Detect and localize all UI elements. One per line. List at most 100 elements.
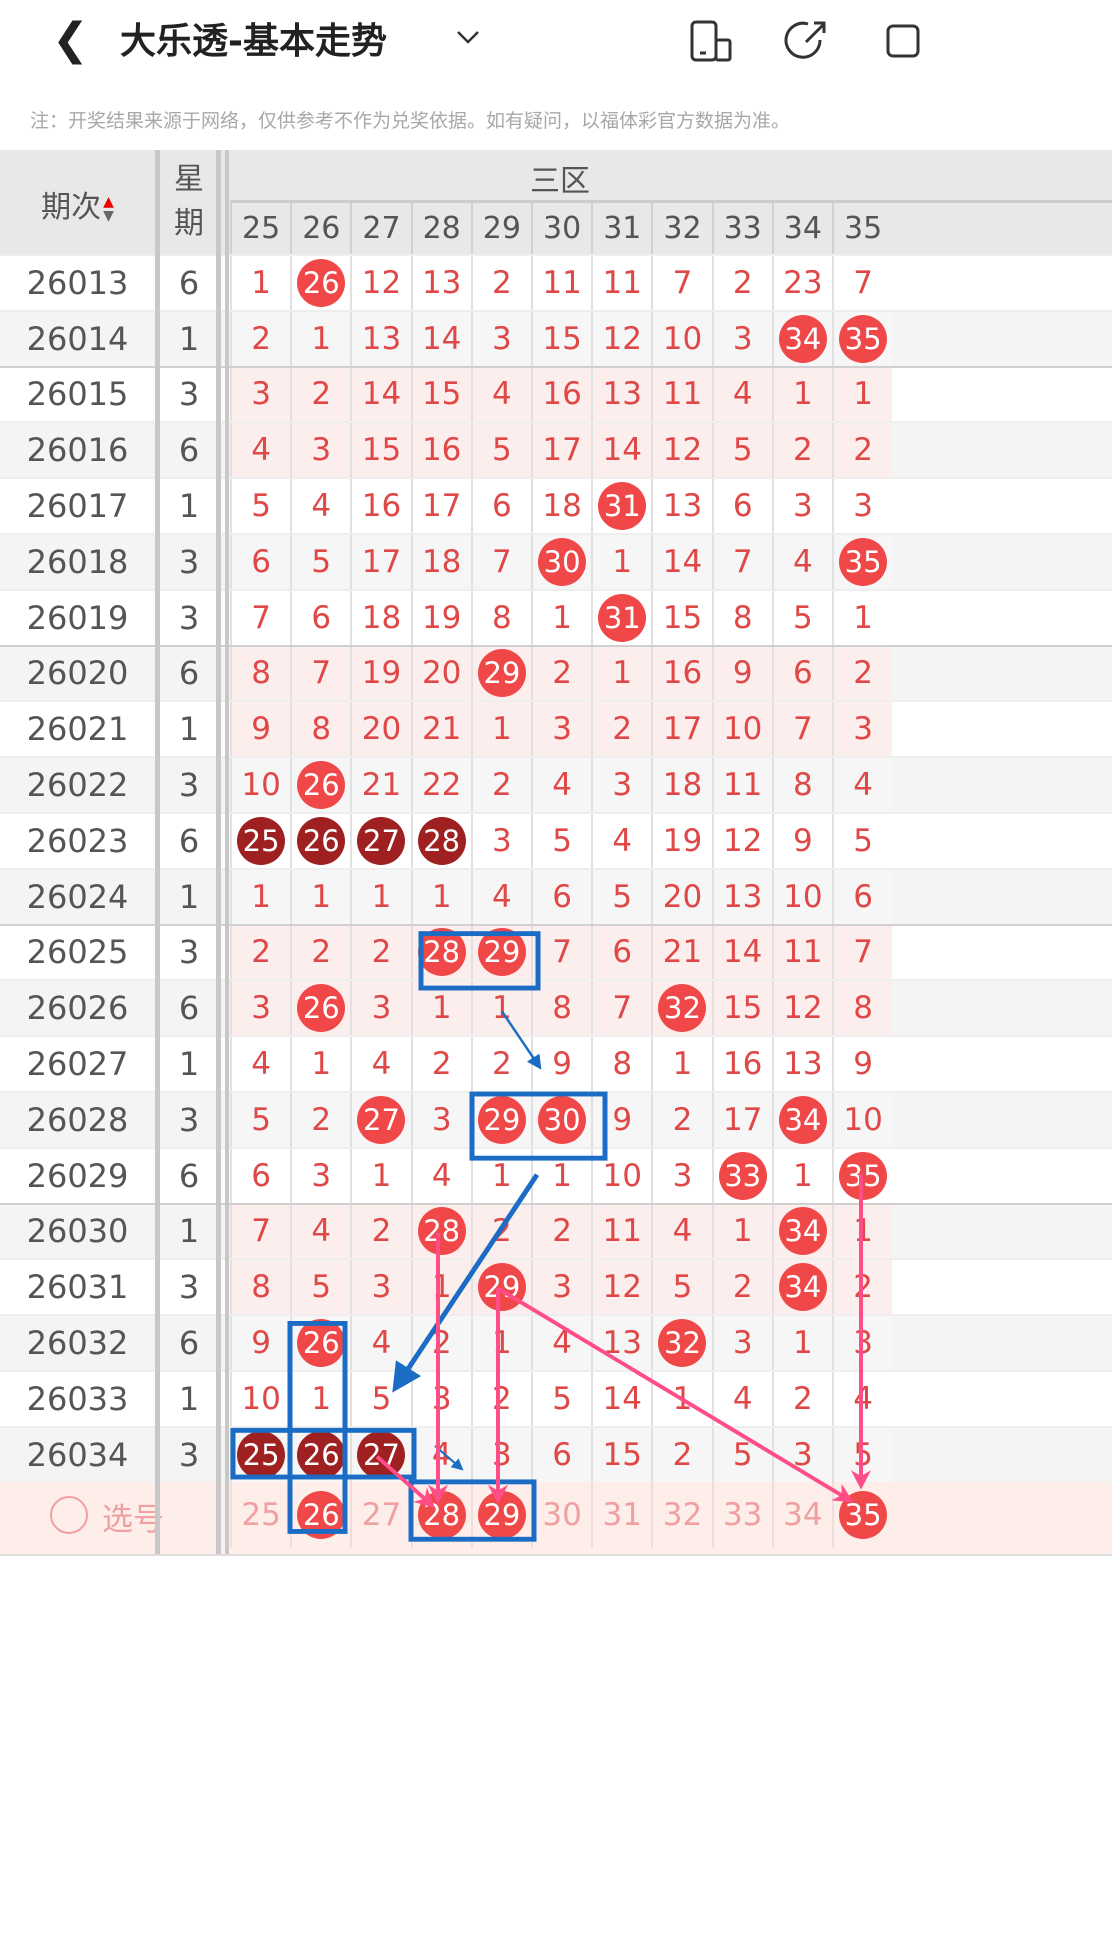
number-cell: 2 — [230, 925, 291, 980]
table-header: 期次 ▲ ▼ 星期 三区 25 26 27 28 29 30 31 32 33 34 35 — [0, 150, 1112, 254]
page-title[interactable]: 大乐透-基本走势 — [120, 21, 387, 62]
number-cell: 1 — [591, 535, 652, 589]
weekday-cell: 3 — [162, 1260, 216, 1315]
select-number-cell[interactable]: 27 — [350, 1481, 410, 1548]
weekday-cell: 1 — [162, 869, 216, 924]
select-number-cell[interactable]: 31 — [591, 1481, 651, 1548]
number-cell: 4 — [832, 758, 893, 812]
selected-number-ball[interactable]: 29 — [477, 1490, 526, 1539]
drawn-number-ball: 30 — [538, 537, 587, 586]
number-cell: 14 — [591, 423, 652, 478]
period-label: 期次 — [41, 190, 102, 225]
number-cell: 3 — [591, 758, 652, 812]
number-cell: 2 — [470, 1204, 531, 1259]
device-icon[interactable] — [688, 18, 734, 64]
number-cell: 16 — [350, 479, 411, 533]
number-cell: 20 — [350, 702, 411, 757]
number-cell: 6 — [771, 646, 832, 701]
selected-number-ball[interactable]: 35 — [839, 1490, 888, 1539]
select-number-cell[interactable]: 28 — [410, 1481, 471, 1548]
number-cell: 3 — [771, 479, 832, 533]
number-cell: 1 — [350, 869, 411, 924]
number-cell: 1 — [290, 869, 351, 924]
selected-number-ball[interactable]: 26 — [297, 1490, 346, 1539]
number-cell: 3 — [230, 367, 291, 422]
number-cell: 3 — [350, 981, 411, 1036]
number-cell: 5 — [832, 814, 893, 868]
number-cell: 5 — [711, 1427, 772, 1482]
selected-number-ball[interactable]: 28 — [417, 1490, 466, 1539]
select-number-cell[interactable]: 33 — [711, 1481, 772, 1548]
table-row: 26021 1 9 8 20 21 1 3 2 17 10 7 3 — [0, 700, 1112, 757]
select-number-cell[interactable]: 25 — [230, 1481, 290, 1548]
select-number-cell[interactable]: 26 — [290, 1481, 350, 1548]
number-cell: 33 — [711, 1148, 772, 1203]
share-icon[interactable] — [784, 18, 830, 64]
weekday-cell: 6 — [162, 423, 216, 478]
drawn-number-ball: 31 — [598, 593, 647, 642]
sort-arrows-icon[interactable]: ▲ ▼ — [103, 193, 114, 224]
number-cell: 4 — [350, 1316, 411, 1370]
number-cell: 35 — [832, 1148, 893, 1203]
number-column-header: 28 — [410, 203, 471, 254]
period-cell: 26031 — [26, 1268, 129, 1307]
number-cell: 2 — [290, 925, 351, 980]
select-number-cell[interactable]: 35 — [832, 1481, 892, 1548]
select-number-cell[interactable]: 29 — [470, 1481, 531, 1548]
period-cell: 26015 — [26, 375, 129, 414]
drawn-number-ball: 28 — [417, 816, 466, 865]
number-cell: 1 — [290, 311, 351, 366]
number-cell: 4 — [771, 535, 832, 589]
number-column-header: 32 — [651, 203, 711, 254]
back-chevron-left-icon[interactable]: ❮ — [52, 14, 89, 65]
period-cell: 26029 — [26, 1156, 129, 1195]
number-cell: 4 — [350, 1037, 411, 1091]
number-cell: 2 — [290, 1093, 351, 1147]
number-cell: 8 — [230, 646, 291, 701]
number-cell: 29 — [470, 1260, 531, 1315]
table-row: 26019 3 7 6 18 19 8 1 31 15 8 5 1 — [0, 588, 1112, 645]
number-cell: 10 — [711, 702, 772, 757]
number-cell: 1 — [832, 1204, 893, 1259]
number-cell: 4 — [591, 814, 652, 868]
number-cell: 5 — [832, 1427, 893, 1482]
weekday-cell: 3 — [162, 535, 216, 589]
number-cell: 7 — [832, 925, 893, 980]
select-label[interactable]: 选号 — [102, 1501, 164, 1538]
number-cell: 4 — [290, 479, 351, 533]
select-radio[interactable] — [50, 1495, 88, 1534]
number-cell: 22 — [410, 758, 471, 812]
number-cell: 2 — [410, 1316, 471, 1370]
period-column-header[interactable]: 期次 ▲ ▼ — [0, 182, 155, 226]
number-cell: 17 — [410, 479, 471, 533]
select-number-cell[interactable]: 34 — [771, 1481, 832, 1548]
number-cell: 25 — [230, 1427, 291, 1482]
more-icon[interactable] — [884, 18, 930, 64]
period-cell: 26021 — [26, 710, 129, 749]
select-number-cell[interactable]: 32 — [651, 1481, 711, 1548]
number-cell: 2 — [771, 423, 832, 478]
number-cell: 2 — [711, 1260, 772, 1315]
number-cell: 26 — [290, 981, 351, 1036]
number-cell: 19 — [350, 646, 411, 701]
number-cell: 7 — [711, 535, 772, 589]
number-cell: 16 — [651, 646, 712, 701]
number-cell: 32 — [651, 1316, 712, 1370]
number-cell: 31 — [591, 479, 652, 533]
number-cell: 26 — [290, 814, 351, 868]
table-row: 26031 3 8 5 3 1 29 3 12 5 2 34 2 — [0, 1258, 1112, 1315]
chevron-down-icon[interactable] — [455, 24, 481, 50]
number-cell: 26 — [290, 1316, 351, 1370]
weekday-header-char: 期 — [174, 206, 204, 241]
number-cell: 10 — [771, 869, 832, 924]
number-cell: 1 — [531, 590, 592, 645]
drawn-number-ball: 35 — [839, 1151, 888, 1200]
select-number-cell[interactable]: 30 — [531, 1481, 591, 1548]
number-cell: 2 — [470, 256, 531, 310]
weekday-cell: 1 — [162, 702, 216, 757]
table-row: 26024 1 1 1 1 1 4 6 5 20 13 10 6 — [0, 867, 1112, 924]
number-cell: 35 — [832, 535, 893, 589]
number-cell: 34 — [771, 311, 832, 366]
weekday-cell: 6 — [162, 1148, 216, 1203]
weekday-cell: 1 — [162, 1204, 216, 1259]
